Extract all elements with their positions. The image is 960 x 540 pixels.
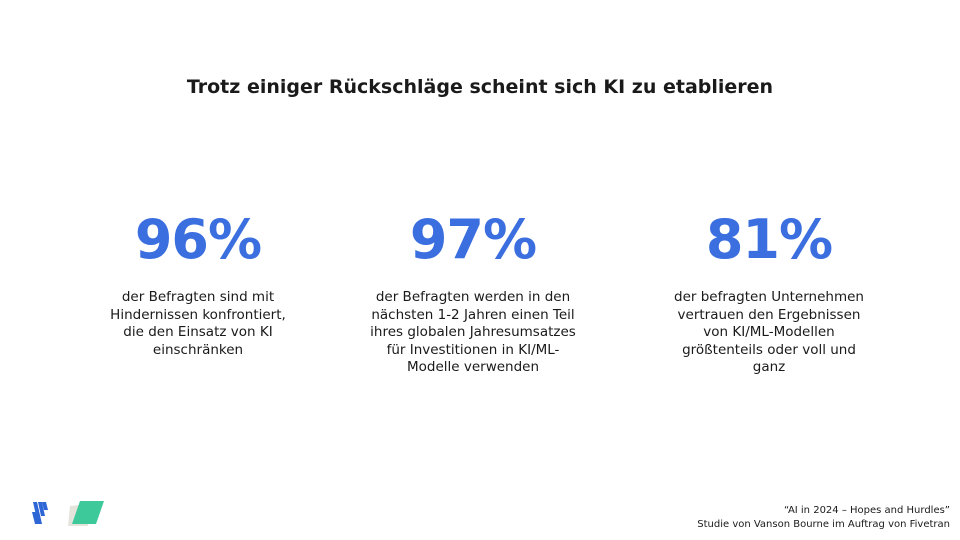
description-line: von KI/ML-Modellen	[703, 324, 835, 340]
description-line: einschränken	[152, 341, 244, 358]
description-line: der Befragten werden in den	[375, 289, 571, 305]
stat: 97% der Befragten werden in den nächsten 1…	[343, 205, 603, 377]
description-line: der Befragten sind mit	[121, 289, 275, 305]
stat: 81% der befragten Unternehmen vertrauen de…	[639, 205, 899, 377]
description-line: größtenteils oder voll und	[682, 341, 856, 358]
stat-description: der befragten Unternehmen vertrauen den E…	[639, 289, 899, 377]
fivetran-logo	[32, 502, 48, 524]
stat-value: 81%	[705, 208, 833, 271]
description-line: vertrauen den Ergebnissen	[677, 306, 861, 323]
stat-description: der Befragten werden in den nächsten 1-2 …	[343, 289, 603, 377]
slide-title: Trotz einiger Rückschläge scheint sich K…	[186, 76, 774, 98]
footer-source: “AI in 2024 – Hopes and Hurdles”	[784, 505, 950, 516]
footer: “AI in 2024 – Hopes and Hurdles” Studie …	[697, 504, 950, 532]
stat-value: 96%	[134, 208, 262, 271]
description-line: für Investitionen in KI/ML-	[386, 341, 560, 358]
logos	[32, 501, 104, 526]
description-line: nächsten 1-2 Jahren einen Teil	[371, 306, 575, 323]
description-line: Modelle verwenden	[406, 359, 540, 375]
stat-value: 97%	[409, 208, 537, 271]
stat-description: der Befragten sind mit Hindernissen konfr…	[68, 289, 328, 359]
description-line: ihres globalen Jahresumsatzes	[370, 324, 576, 340]
description-line: Hindernissen konfrontiert,	[110, 306, 286, 323]
vanson-logo	[72, 501, 104, 524]
description-line: die den Einsatz von KI	[123, 324, 273, 340]
description-line: ganz	[752, 359, 786, 375]
footer-credit: Studie von Vanson Bourne im Auftrag von …	[697, 519, 950, 530]
description-line: der befragten Unternehmen	[674, 289, 864, 305]
stat: 96% der Befragten sind mit Hindernissen ko…	[68, 205, 328, 359]
